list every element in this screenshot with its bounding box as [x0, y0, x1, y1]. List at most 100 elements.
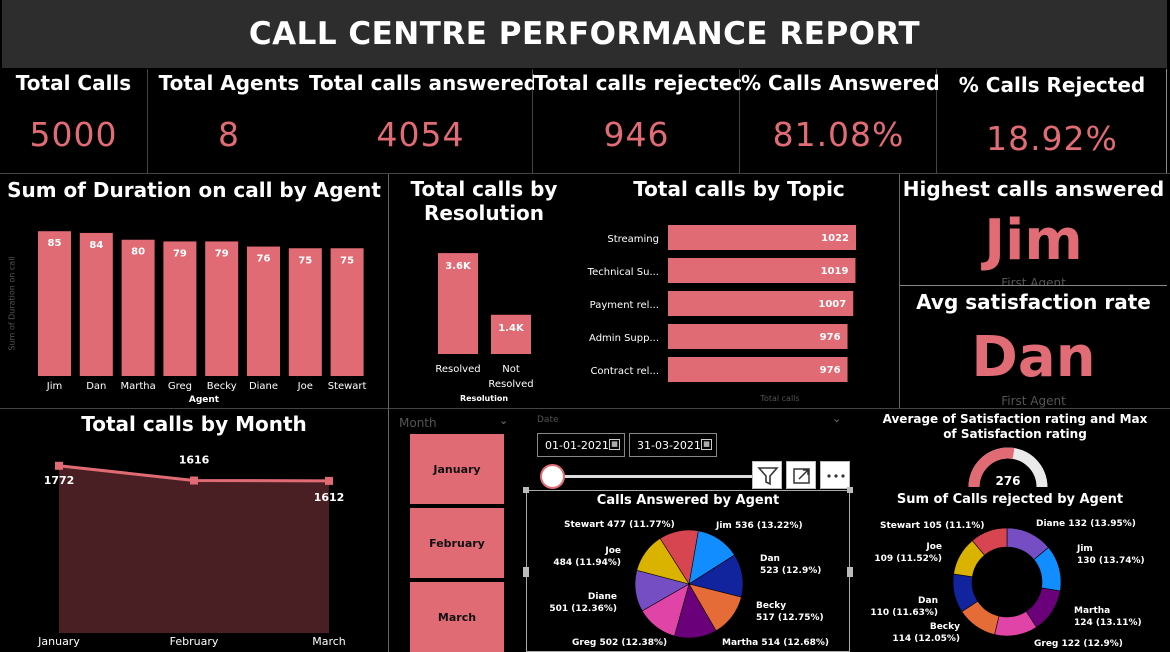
donut-slices: Diane 132 (13.95%) Jim 130 (13.74%) Martha 1… [870, 519, 1144, 649]
topic-bars: 1022 Streaming 1019 Technical Su... 1007 Paym… [587, 225, 856, 382]
duration-by-agent-chart[interactable]: Sum of Duration on call by Agent Sum of … [0, 174, 388, 408]
data-label: 976 [820, 365, 841, 376]
data-label: 517 (12.75%) [756, 613, 824, 623]
data-label: 976 [820, 332, 841, 343]
date-start-value: 01-01-2021 [545, 438, 609, 452]
chevron-down-icon[interactable]: ⌄ [832, 412, 842, 425]
gauge-arc: 276 [968, 447, 1048, 488]
bar [668, 258, 856, 283]
month-slicer[interactable]: Month ⌄ [389, 409, 525, 652]
kpi-value: 8 [218, 115, 240, 154]
date-end-input[interactable]: 31-03-2021 ▦ [629, 433, 717, 457]
bar [668, 291, 854, 316]
data-label: 3.6K [445, 261, 472, 272]
data-label: 75 [340, 255, 354, 266]
satisfaction-gauge[interactable]: Average of Satisfaction rating and Max o… [860, 409, 1160, 491]
bar [491, 314, 531, 354]
tick-label: March [312, 635, 346, 648]
resize-handle[interactable] [847, 567, 853, 577]
data-label: Jim [1076, 544, 1093, 554]
bar [247, 246, 280, 376]
tick-label: Contract rel... [590, 366, 659, 377]
resize-handle[interactable] [523, 487, 529, 493]
gauge-fill [968, 447, 1015, 488]
tick-label: Admin Supp... [589, 333, 659, 344]
tick-label: Diane [249, 381, 278, 392]
slicer-option-february[interactable]: February [410, 508, 504, 578]
card-value: Jim [984, 208, 1083, 273]
kpi-label: Total Agents [158, 71, 300, 95]
bar [438, 253, 478, 354]
chart-title: Total calls by Resolution [410, 177, 558, 225]
bar [288, 248, 322, 376]
tick-label: Jim [46, 381, 62, 392]
data-label: Joe [604, 546, 621, 556]
date-slicer-label: Date [537, 415, 559, 425]
data-label: Dan [760, 554, 780, 564]
duration-bars: 85 Jim 84 Dan 80 Martha 79 Greg 79 Becky 76 Diane 75… [38, 231, 367, 392]
month-area: 1772 January 1616 February 1612 March [37, 454, 346, 648]
data-label: Joe [925, 542, 942, 552]
slicer-option-march[interactable]: March [410, 582, 504, 652]
resize-handle[interactable] [523, 567, 529, 577]
data-label: 79 [173, 248, 187, 259]
calls-rejected-donut-chart[interactable]: Sum of Calls rejected by Agent Diane 132… [860, 490, 1160, 652]
x-axis-label: Agent [188, 395, 220, 405]
data-label: 84 [89, 240, 103, 251]
data-label: 80 [131, 247, 145, 258]
tick-label: Payment rel... [590, 300, 659, 311]
data-label: 79 [215, 248, 229, 259]
topic-chart[interactable]: Total calls by Topic 1022 Streaming 1019 Te… [580, 174, 898, 408]
kpi-label: Total calls answered [309, 71, 538, 95]
tick-label: Becky [207, 381, 237, 392]
slicer-option-january[interactable]: January [410, 434, 504, 504]
focus-mode-icon[interactable] [786, 461, 816, 489]
data-label: Stewart 105 (11.1%) [880, 521, 985, 531]
chart-title: Sum of Duration on call by Agent [7, 178, 381, 202]
slicer-label: Month [399, 416, 437, 430]
marker [325, 476, 333, 485]
kpi-label: Total Calls [15, 71, 132, 95]
calendar-icon[interactable]: ▦ [609, 439, 620, 450]
bar [79, 232, 113, 376]
bar [668, 225, 856, 250]
calls-by-month-chart[interactable]: Total calls by Month 1772 January 1616 Febr… [0, 409, 388, 652]
tick-label: Resolved [488, 379, 533, 390]
card-sub: First Agent [1001, 394, 1066, 408]
date-range-handle[interactable] [540, 464, 565, 489]
date-range-track[interactable] [552, 475, 752, 478]
more-options-icon[interactable] [820, 461, 850, 489]
kpi-value: 5000 [29, 115, 118, 154]
bar [668, 324, 848, 349]
satisfaction-card: Avg satisfaction rate Dan First Agent [900, 287, 1167, 408]
tick-label: Greg [168, 381, 192, 392]
divider [0, 408, 1170, 409]
kpi-value: 946 [603, 115, 670, 154]
calendar-icon[interactable]: ▦ [701, 439, 712, 450]
chevron-down-icon[interactable]: ⌄ [499, 414, 509, 427]
marker [55, 461, 63, 470]
data-label: Diane [588, 592, 617, 602]
kpi-card-calls-answered: Total calls answered 4054 [309, 69, 538, 173]
bar [205, 241, 239, 376]
x-axis-label: Total calls [760, 394, 800, 403]
divider [388, 174, 389, 652]
kpi-value: 4054 [376, 115, 465, 154]
divider [0, 173, 1170, 174]
data-label: Becky [930, 622, 960, 632]
resize-handle[interactable] [847, 487, 853, 493]
date-start-input[interactable]: 01-01-2021 ▦ [537, 433, 625, 457]
kpi-value: 81.08% [772, 115, 905, 154]
resolution-bars: 3.6K Resolved 1.4K Not Resolved [435, 253, 534, 390]
filter-icon[interactable] [752, 461, 782, 489]
chart-title: Total calls by Month [81, 412, 307, 436]
chart-title: Total calls by Topic [633, 177, 845, 201]
tick-label: Streaming [607, 234, 659, 245]
data-label: 124 (13.11%) [1074, 618, 1142, 628]
resolution-chart[interactable]: Total calls by Resolution 3.6K Resolved 1.… [389, 174, 579, 408]
data-label: Diane 132 (13.95%) [1036, 519, 1136, 529]
data-label: 484 (11.94%) [553, 558, 621, 568]
kpi-label: Total calls rejected [534, 71, 747, 95]
calls-answered-pie-chart[interactable]: Calls Answered by Agent Jim 536 (13.22%)… [526, 490, 850, 652]
gauge-value: 276 [995, 474, 1020, 488]
